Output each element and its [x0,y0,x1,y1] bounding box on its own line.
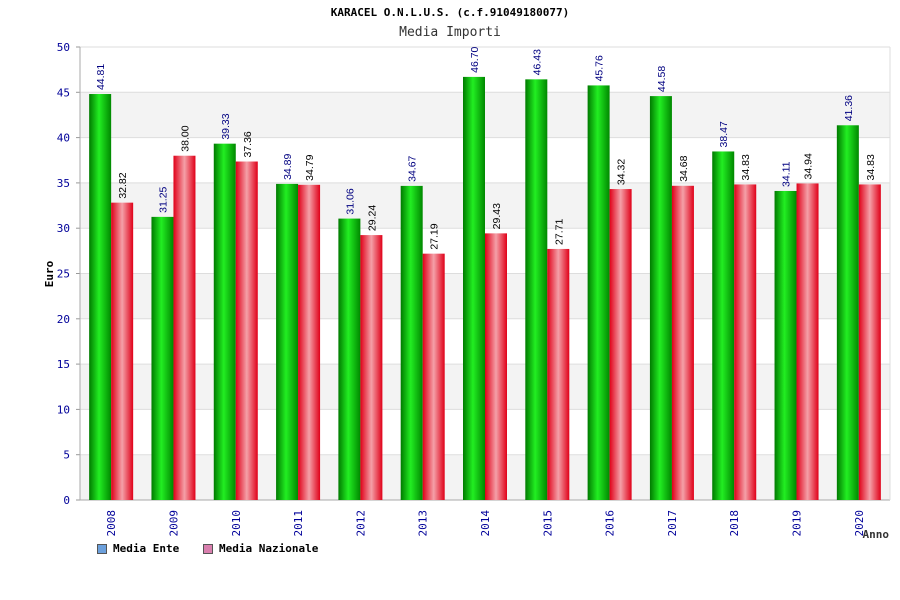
x-tick-label: 2009 [167,510,180,537]
bar-media-ente [774,190,797,501]
y-tick-label: 5 [63,449,70,462]
y-tick-label: 40 [57,132,70,145]
y-tick-label: 0 [63,494,70,507]
x-tick-label: 2011 [292,510,305,537]
legend-label-media-ente: Media Ente [113,542,180,555]
bar-media-nazionale [235,161,258,500]
data-label-media-ente: 44.81 [95,64,107,90]
data-label-media-nazionale: 34.32 [616,159,628,185]
data-label-media-ente: 34.67 [407,155,419,181]
x-tick-label: 2015 [541,510,554,537]
y-tick-label: 15 [57,358,70,371]
bar-media-nazionale [734,184,757,501]
data-label-media-nazionale: 34.68 [678,155,690,181]
bar-media-ente [649,96,672,501]
legend-item-media-nazionale: Media Nazionale [203,542,318,555]
data-label-media-ente: 45.76 [594,55,606,81]
bar-media-nazionale [671,185,694,500]
x-tick-label: 2016 [604,510,617,537]
bar-media-ente [712,151,735,501]
bar-media-ente [836,125,859,501]
data-label-media-nazionale: 32.82 [117,172,129,198]
data-label-media-ente: 31.06 [344,188,356,214]
y-axis-label: Euro [43,260,56,287]
data-label-media-ente: 34.89 [282,153,294,179]
data-label-media-ente: 34.11 [781,161,793,187]
data-label-media-ente: 38.47 [718,121,730,147]
x-tick-label: 2018 [728,510,741,537]
data-label-media-nazionale: 29.43 [491,203,503,229]
bar-media-ente [463,76,485,500]
bar-media-ente [89,94,112,501]
bar-media-nazionale [298,184,321,500]
bar-media-nazionale [360,235,383,500]
legend-item-media-ente: Media Ente [97,542,179,555]
data-label-media-nazionale: 29.24 [366,205,378,231]
chart-subtitle: Media Importi [399,25,501,40]
data-label-media-ente: 31.25 [157,186,169,212]
y-tick-label: 50 [57,41,70,54]
y-tick-label: 20 [57,313,70,326]
bar-media-nazionale [858,184,881,501]
bar-media-ente [276,183,299,500]
bar-media-nazionale [547,248,570,500]
x-tick-label: 2008 [105,510,118,537]
bar-media-ente [400,185,423,500]
data-label-media-ente: 46.70 [469,46,481,72]
x-tick-label: 2017 [666,510,679,537]
data-label-media-nazionale: 34.83 [865,154,877,180]
data-label-media-ente: 44.58 [656,66,668,92]
bar-media-nazionale [609,189,632,501]
bar-media-nazionale [422,253,445,500]
x-tick-label: 2019 [791,510,804,537]
bar-media-nazionale [111,202,134,500]
bar-media-nazionale [796,183,819,500]
bar-media-nazionale [173,155,196,500]
legend-swatch-media-ente [97,543,107,554]
bar-media-ente [587,85,610,500]
bar-media-nazionale [485,233,507,500]
x-tick-label: 2010 [230,510,243,537]
data-label-media-ente: 46.43 [531,49,543,75]
x-tick-label: 2020 [853,510,866,537]
bar-media-ente [338,218,361,500]
data-label-media-nazionale: 27.19 [429,223,441,249]
y-tick-label: 45 [57,86,70,99]
y-tick-label: 35 [57,177,70,190]
bar-media-ente [213,143,236,500]
y-tick-label: 30 [57,222,70,235]
x-tick-label: 2012 [354,510,367,537]
data-label-media-ente: 39.33 [220,113,232,139]
data-label-media-ente: 41.36 [843,95,855,121]
data-label-media-nazionale: 34.79 [304,154,316,180]
y-tick-label: 10 [57,403,70,416]
x-tick-label: 2013 [417,510,430,537]
legend-swatch-media-nazionale [203,543,213,554]
data-label-media-nazionale: 34.94 [803,153,815,179]
chart-title: KARACEL O.N.L.U.S. (c.f.91049180077) [330,6,570,19]
x-tick-label: 2014 [479,510,492,537]
bar-media-ente [151,216,174,500]
data-label-media-nazionale: 37.36 [242,131,254,157]
data-label-media-nazionale: 34.83 [740,154,752,180]
data-label-media-nazionale: 27.71 [553,219,565,245]
y-tick-label: 25 [57,268,70,281]
data-label-media-nazionale: 38.00 [179,125,191,151]
bar-media-ente [525,79,548,500]
x-axis-label: Anno [863,528,890,541]
legend-label-media-nazionale: Media Nazionale [219,542,319,555]
